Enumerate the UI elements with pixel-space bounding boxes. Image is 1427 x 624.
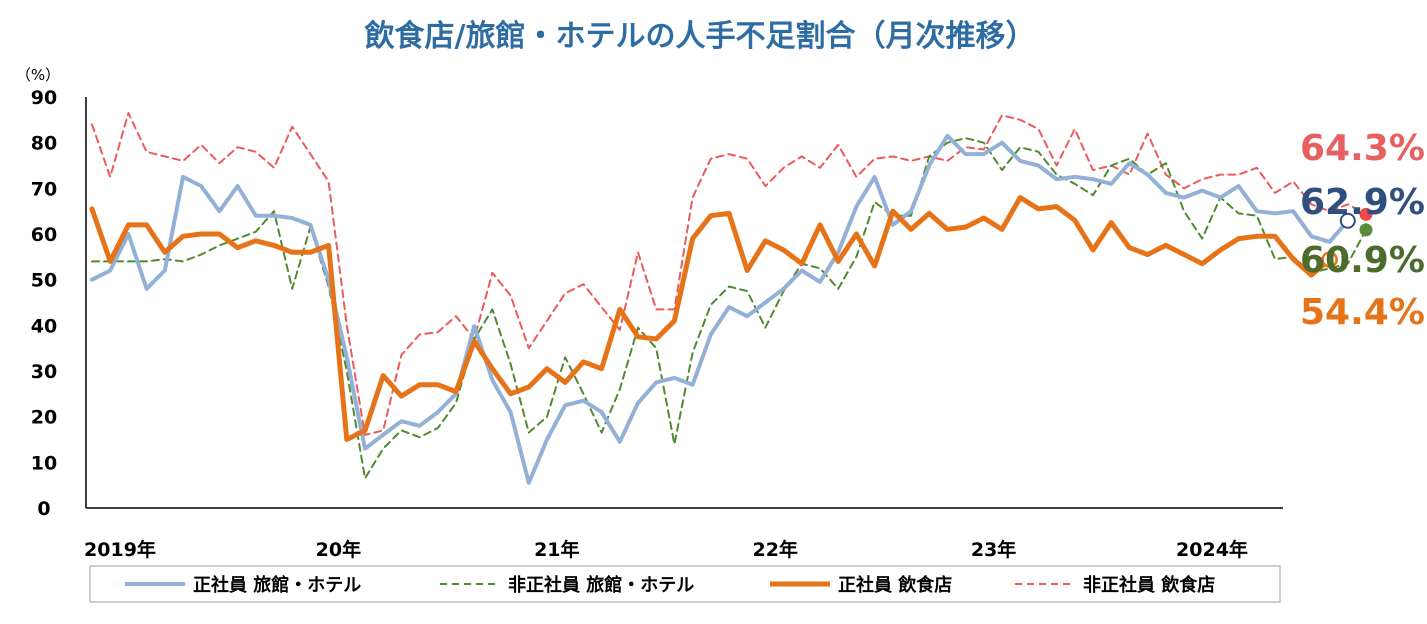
legend-label-2: 正社員 飲食店 (838, 574, 952, 596)
end-label-0: 62.9% (1300, 182, 1425, 223)
x-tick-label: 20年 (316, 538, 361, 561)
end-label-3: 64.3% (1300, 128, 1425, 169)
end-markers (1321, 207, 1373, 268)
y-tick-label: 0 (37, 498, 50, 520)
y-axis-unit: （%） (16, 66, 60, 84)
end-marker-1 (1359, 223, 1373, 237)
legend: 正社員 旅館・ホテル 非正社員 旅館・ホテル 正社員 飲食店 非正社員 飲食店 (89, 565, 1281, 603)
chart-title: 飲食店/旅館・ホテルの人手不足割合（月次推移） (365, 19, 1036, 54)
series-line-1 (91, 137, 1367, 480)
series-line-3 (91, 112, 1367, 436)
x-tick-label: 21年 (534, 538, 579, 561)
legend-label-0: 正社員 旅館・ホテル (193, 574, 361, 596)
legend-label-3: 非正社員 飲食店 (1083, 574, 1215, 596)
x-tick-label: 2024年 (1176, 538, 1248, 561)
y-axis-ticks: 0 10 20 30 40 50 60 70 80 90 (31, 87, 57, 520)
series-line-2 (89, 195, 1333, 442)
end-label-1: 60.9% (1300, 240, 1425, 281)
x-tick-label: 23年 (971, 538, 1016, 561)
y-tick-label: 80 (31, 133, 57, 155)
y-tick-label: 40 (31, 315, 57, 337)
y-tick-label: 30 (31, 361, 57, 383)
end-labels: 64.3% 62.9% 60.9% 54.4% (1300, 128, 1425, 333)
end-marker-0 (1339, 212, 1356, 229)
x-axis-ticks: 2019年 20年 21年 22年 23年 2024年 (84, 538, 1248, 561)
y-tick-label: 70 (31, 178, 57, 200)
series-lines (89, 112, 1367, 485)
plot-area (85, 97, 1283, 509)
y-tick-label: 20 (31, 407, 57, 429)
y-tick-label: 60 (31, 224, 57, 246)
x-tick-label: 22年 (752, 538, 797, 561)
end-marker-3 (1359, 207, 1373, 221)
y-tick-label: 90 (31, 87, 57, 109)
legend-box (89, 565, 1281, 603)
series-line-0 (90, 133, 1350, 485)
end-label-2: 54.4% (1300, 292, 1425, 333)
legend-label-1: 非正社員 旅館・ホテル (508, 574, 694, 596)
end-marker-2 (1321, 251, 1338, 268)
y-tick-label: 50 (31, 270, 57, 292)
y-tick-label: 10 (31, 452, 57, 474)
x-tick-label: 2019年 (84, 538, 156, 561)
